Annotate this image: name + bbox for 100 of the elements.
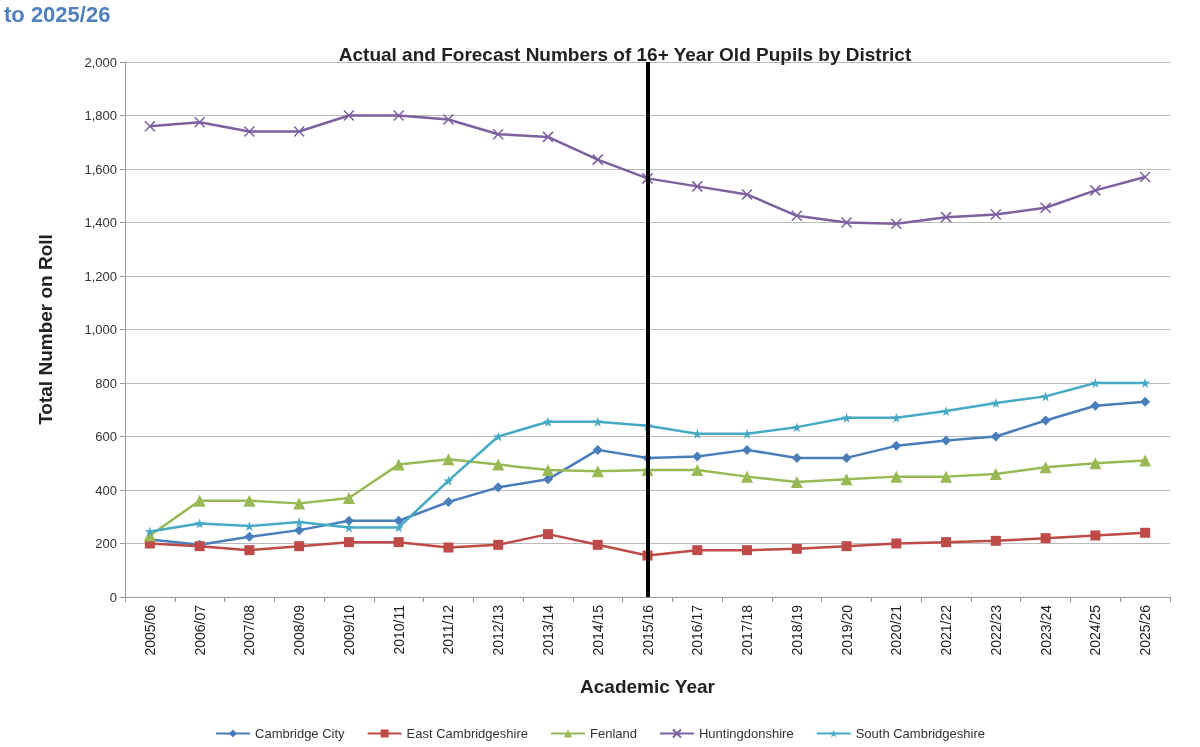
point xyxy=(1040,533,1051,544)
point xyxy=(1039,202,1052,214)
point xyxy=(1140,378,1151,388)
point xyxy=(791,210,803,222)
point xyxy=(392,109,405,122)
point xyxy=(443,475,454,486)
point xyxy=(1139,171,1151,183)
point xyxy=(493,539,504,550)
point xyxy=(1039,461,1052,474)
point xyxy=(1040,391,1051,402)
legend-label: South Cambridgeshire xyxy=(855,726,985,741)
point xyxy=(692,545,703,556)
point xyxy=(1139,454,1152,467)
point xyxy=(990,431,1001,442)
point xyxy=(742,444,753,455)
point xyxy=(890,218,903,230)
y-tick-label: 2,000 xyxy=(84,54,117,70)
point xyxy=(1090,400,1101,411)
point xyxy=(840,473,853,486)
point xyxy=(741,470,754,483)
point xyxy=(1090,378,1101,388)
x-tick-label: 2019/20 xyxy=(838,604,855,656)
point xyxy=(392,458,405,471)
point xyxy=(342,492,355,505)
point xyxy=(940,470,953,483)
x-tick-label: 2025/26 xyxy=(1137,604,1154,656)
x-tick-label: 2016/17 xyxy=(689,604,706,656)
y-tick-label: 200 xyxy=(95,536,117,551)
x-tick-label: 2012/13 xyxy=(490,604,507,656)
legend-label: Fenland xyxy=(589,726,637,741)
point xyxy=(592,416,603,427)
chart-title: Actual and Forecast Numbers of 16+ Year Old Pupils by District xyxy=(338,44,912,65)
y-tick-label: 1,600 xyxy=(84,161,117,177)
point xyxy=(492,458,505,471)
point xyxy=(294,517,305,528)
y-tick-label: 1,000 xyxy=(84,322,117,337)
point xyxy=(692,451,703,462)
point xyxy=(293,497,306,510)
point xyxy=(294,525,305,536)
point xyxy=(393,522,404,533)
y-tick-label: 400 xyxy=(95,482,117,498)
point xyxy=(443,497,454,508)
x-tick-label: 2014/15 xyxy=(589,604,606,656)
x-tick-label: 2010/11 xyxy=(390,604,407,655)
x-tick-label: 2007/08 xyxy=(241,604,258,656)
point xyxy=(840,216,853,229)
x-tick-label: 2023/24 xyxy=(1037,604,1054,656)
point xyxy=(343,537,354,548)
y-tick-label: 1,800 xyxy=(84,108,117,123)
y-axis-title: Total Number on Roll xyxy=(35,234,56,425)
point xyxy=(492,128,504,140)
point xyxy=(641,172,654,185)
point xyxy=(990,208,1002,221)
point xyxy=(1040,415,1051,426)
x-tick-label: 2024/25 xyxy=(1087,604,1104,656)
point xyxy=(791,452,802,463)
point xyxy=(193,494,206,507)
x-tick-label: 2018/19 xyxy=(788,604,805,656)
point xyxy=(1089,184,1102,197)
text: to 2025/26 xyxy=(4,2,111,28)
point xyxy=(990,535,1001,546)
point xyxy=(890,470,903,483)
point xyxy=(841,452,852,463)
point xyxy=(841,541,852,552)
point xyxy=(989,467,1002,480)
point xyxy=(1140,527,1151,538)
x-tick-label: 2006/07 xyxy=(191,604,208,656)
point xyxy=(742,545,753,556)
point xyxy=(940,211,952,223)
legend-label: Huntingdonshire xyxy=(698,726,794,741)
point xyxy=(941,537,952,548)
x-tick-label: 2013/14 xyxy=(539,604,556,656)
x-tick-label: 2020/21 xyxy=(888,604,905,656)
point xyxy=(542,529,553,540)
point xyxy=(891,538,902,549)
point xyxy=(591,465,604,478)
point xyxy=(244,545,255,556)
point xyxy=(293,125,305,138)
point xyxy=(1090,530,1101,541)
point xyxy=(343,109,355,122)
point xyxy=(542,131,554,143)
x-tick-label: 2017/18 xyxy=(739,604,756,656)
x-tick-label: 2009/10 xyxy=(340,604,357,656)
point xyxy=(691,463,704,476)
point xyxy=(443,542,454,553)
x-tick-label: 2008/09 xyxy=(291,604,308,656)
point xyxy=(493,482,504,493)
x-tick-label: 2021/22 xyxy=(938,604,955,656)
point xyxy=(891,440,902,451)
point xyxy=(442,453,455,466)
point xyxy=(1089,457,1102,470)
y-tick-label: 1,400 xyxy=(84,215,117,230)
point xyxy=(294,541,305,552)
x-tick-label: 2005/06 xyxy=(141,604,158,656)
point xyxy=(542,416,553,427)
point xyxy=(442,113,455,126)
point xyxy=(592,444,603,455)
point xyxy=(591,153,604,166)
point xyxy=(343,515,354,526)
point xyxy=(244,531,255,542)
